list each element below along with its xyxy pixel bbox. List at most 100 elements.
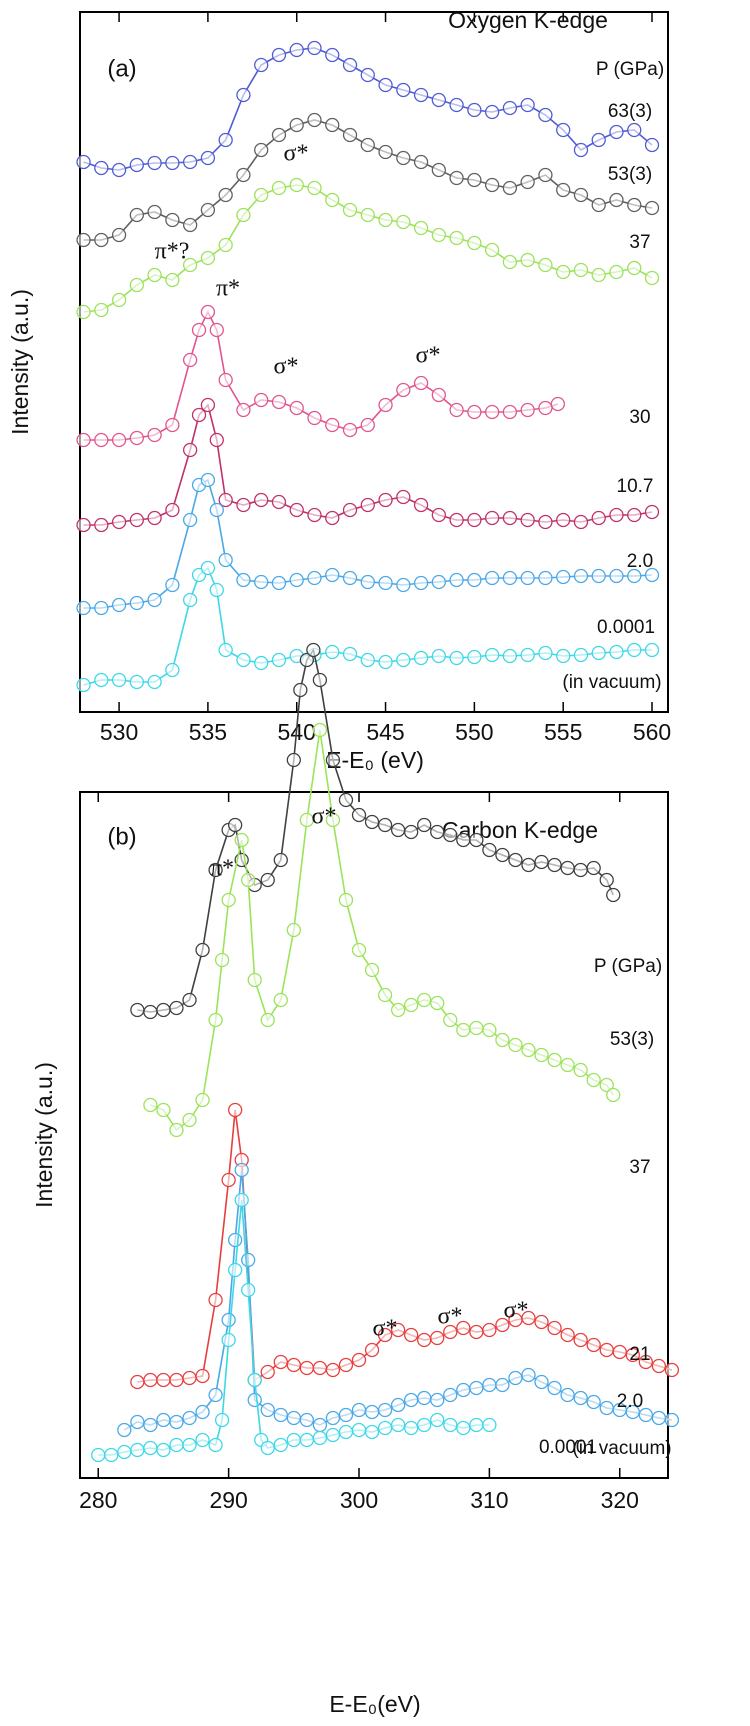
data-point xyxy=(638,1354,653,1370)
data-point xyxy=(94,517,109,533)
data-point xyxy=(456,1320,471,1336)
data-point xyxy=(482,1377,497,1393)
data-point xyxy=(521,1310,536,1326)
data-point xyxy=(431,648,446,664)
x-tick-label: 550 xyxy=(455,719,493,745)
data-point xyxy=(129,157,144,173)
data-point xyxy=(482,1417,497,1433)
data-point xyxy=(236,402,251,418)
data-point xyxy=(431,574,446,590)
data-point xyxy=(191,322,207,338)
data-point xyxy=(591,568,606,584)
data-point xyxy=(247,1392,262,1408)
data-point xyxy=(377,987,393,1003)
data-point xyxy=(573,142,589,158)
data-point xyxy=(413,87,429,103)
data-point xyxy=(547,857,562,873)
data-point xyxy=(396,652,411,668)
data-point xyxy=(413,575,429,591)
data-point xyxy=(299,1432,315,1448)
data-point xyxy=(547,1380,562,1396)
data-point xyxy=(221,1312,236,1328)
data-point xyxy=(573,187,589,203)
x-tick-label: 545 xyxy=(366,719,404,745)
data-point xyxy=(182,1112,197,1128)
data-point xyxy=(482,842,497,858)
data-point xyxy=(325,752,341,768)
data-point xyxy=(360,207,375,223)
data-point xyxy=(443,1417,458,1433)
data-point xyxy=(191,407,207,423)
data-point xyxy=(94,160,109,176)
data-point xyxy=(195,1368,210,1384)
data-point xyxy=(325,644,340,660)
data-point xyxy=(195,1404,210,1420)
data-point xyxy=(364,1342,380,1358)
data-point xyxy=(467,235,482,251)
data-point xyxy=(76,600,91,616)
data-point xyxy=(467,102,482,118)
data-point xyxy=(449,230,464,246)
data-point xyxy=(182,512,198,528)
data-point xyxy=(299,1360,315,1376)
data-point xyxy=(390,1417,406,1433)
data-point xyxy=(200,472,216,488)
data-point xyxy=(169,1000,184,1016)
data-point xyxy=(227,1262,243,1278)
data-point xyxy=(413,650,429,666)
data-point xyxy=(573,647,589,663)
annotation: σ* xyxy=(416,343,441,369)
data-point xyxy=(325,567,340,583)
annotation: σ* xyxy=(274,354,299,380)
data-point xyxy=(143,1372,158,1388)
data-point xyxy=(312,672,328,688)
data-point xyxy=(508,1370,523,1386)
data-point xyxy=(286,1357,301,1373)
data-point xyxy=(247,972,262,988)
data-point xyxy=(378,492,393,508)
data-point xyxy=(456,1022,471,1038)
data-point xyxy=(325,192,340,208)
data-point xyxy=(556,122,571,138)
data-point xyxy=(169,1414,184,1430)
data-point xyxy=(560,1387,575,1403)
annotation: σ* xyxy=(312,804,337,830)
data-point xyxy=(293,682,308,698)
data-point xyxy=(456,832,471,848)
data-point xyxy=(404,824,419,840)
data-point xyxy=(627,260,642,276)
data-point xyxy=(586,1394,601,1410)
data-point xyxy=(430,1412,445,1428)
data-point xyxy=(236,207,251,223)
data-point xyxy=(208,1012,223,1028)
data-point xyxy=(254,57,269,73)
data-point xyxy=(390,822,406,838)
plot-frame xyxy=(79,11,669,713)
data-point xyxy=(342,202,358,218)
data-point xyxy=(520,402,535,418)
data-point xyxy=(241,872,256,888)
y-axis-label: Intensity (a.u.) xyxy=(7,289,33,435)
data-point xyxy=(404,1392,419,1408)
data-point xyxy=(227,817,243,833)
data-point xyxy=(484,570,500,586)
data-point xyxy=(396,82,411,98)
data-point xyxy=(195,1432,210,1448)
data-point xyxy=(467,572,482,588)
data-point xyxy=(390,1002,406,1018)
data-point xyxy=(484,404,500,420)
data-point xyxy=(156,1002,171,1018)
data-point xyxy=(260,1012,275,1028)
data-point xyxy=(609,568,624,584)
data-point xyxy=(364,1424,380,1440)
data-point xyxy=(111,227,127,243)
data-point xyxy=(208,1387,223,1403)
data-point xyxy=(417,1390,432,1406)
data-point xyxy=(236,87,251,103)
data-point xyxy=(307,180,322,196)
data-point xyxy=(200,202,216,218)
data-point xyxy=(182,352,198,368)
data-point xyxy=(111,432,127,448)
data-point xyxy=(147,155,162,171)
data-point xyxy=(254,655,269,671)
